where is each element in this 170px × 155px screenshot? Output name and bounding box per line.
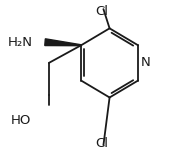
Text: Cl: Cl bbox=[95, 137, 108, 150]
Text: Cl: Cl bbox=[95, 4, 108, 18]
Text: HO: HO bbox=[11, 114, 31, 127]
Polygon shape bbox=[45, 39, 81, 46]
Text: N: N bbox=[141, 56, 150, 69]
Text: H₂N: H₂N bbox=[7, 36, 32, 49]
